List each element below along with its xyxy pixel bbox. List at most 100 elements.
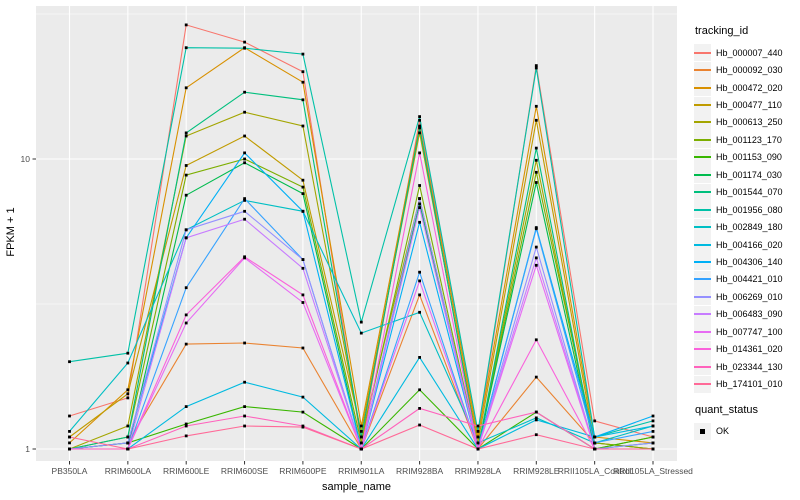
legend-color-line-icon (694, 69, 711, 72)
data-point (126, 392, 130, 396)
legend-item-label: Hb_004306_140 (716, 256, 783, 267)
data-point (359, 331, 363, 335)
data-point (243, 255, 246, 259)
data-point (243, 134, 246, 138)
data-point (418, 115, 421, 118)
data-point (184, 405, 188, 408)
data-point (184, 134, 188, 138)
x-tick-label: RRIM901LA (338, 466, 385, 476)
data-point (418, 184, 421, 187)
legend-key (694, 358, 711, 376)
data-point (184, 236, 188, 240)
legend-color-line-icon (694, 226, 711, 229)
x-tick-label: RRIM928LA (455, 466, 502, 476)
legend-color-line-icon (694, 138, 711, 141)
data-point (243, 217, 246, 221)
data-point (651, 435, 655, 439)
x-tick-label: RRIM600PE (279, 466, 327, 476)
data-point (184, 313, 188, 317)
legend-key (694, 375, 711, 393)
legend-color-line-icon (694, 121, 711, 124)
data-point (243, 414, 246, 418)
data-point (418, 151, 421, 155)
data-point (476, 424, 480, 428)
data-point (418, 126, 421, 130)
data-point (243, 157, 246, 161)
data-point (534, 338, 538, 342)
legend-item-Hb_002849_180: Hb_002849_180 (694, 218, 800, 236)
data-point (534, 64, 538, 67)
data-point (184, 86, 188, 90)
data-point (359, 435, 363, 439)
y-tick-label: 1 (25, 444, 30, 454)
data-point (418, 388, 421, 392)
legend-item-Hb_014361_020: Hb_014361_020 (694, 340, 800, 358)
data-point (126, 447, 130, 451)
data-point (534, 227, 538, 231)
x-tick-label: RRII105LA_Stressed (613, 466, 693, 476)
legend-key (694, 148, 711, 166)
legend-key (694, 253, 711, 271)
data-point (476, 430, 480, 433)
x-tick-label: RRII105LA_Control (558, 466, 632, 476)
x-tick-label: RRIM600LE (163, 466, 210, 476)
data-point (418, 202, 421, 206)
legend-color-line-icon (694, 295, 711, 298)
legend-item-Hb_006483_090: Hb_006483_090 (694, 305, 800, 323)
data-point (301, 410, 305, 414)
data-point (243, 341, 246, 345)
legend-color-line-icon (694, 156, 711, 159)
data-point (418, 131, 421, 135)
data-point (301, 80, 305, 84)
data-point (534, 263, 538, 267)
data-point (243, 151, 246, 155)
data-point (651, 447, 655, 451)
data-point (534, 158, 538, 162)
legend-item-Hb_000092_030: Hb_000092_030 (694, 61, 800, 79)
data-point (68, 447, 71, 451)
legend-item-label: Hb_000472_020 (716, 82, 783, 93)
data-point (534, 66, 538, 70)
data-point (184, 422, 188, 426)
data-point (534, 245, 538, 249)
legend-color-line-icon (694, 278, 711, 281)
data-point (243, 46, 246, 50)
data-point (184, 131, 188, 135)
legend-item-label: Hb_001544_070 (716, 187, 783, 198)
data-point (184, 424, 188, 428)
data-point (418, 279, 421, 283)
legend-key (694, 44, 711, 62)
legend-item-label: Hb_000477_110 (716, 100, 782, 111)
data-point (184, 173, 188, 177)
data-point (418, 124, 421, 128)
legend-panel: tracking_id Hb_000007_440 Hb_000092_030 Hb… (694, 25, 800, 440)
data-point (534, 181, 538, 184)
legend-item-label: Hb_000613_250 (716, 117, 783, 128)
legend-item-Hb_007747_100: Hb_007747_100 (694, 323, 800, 341)
data-point (301, 293, 305, 297)
x-tick-label: PB350LA (52, 466, 88, 476)
data-point (243, 405, 246, 408)
legend-color-line-icon (694, 86, 711, 89)
data-point (534, 375, 538, 379)
legend-key (694, 131, 711, 149)
legend-key (694, 201, 711, 219)
data-point (534, 104, 538, 108)
data-point (418, 118, 421, 122)
data-point (68, 435, 71, 439)
data-point (243, 199, 246, 202)
data-point (126, 388, 130, 392)
legend-item-label: Hb_004421_010 (716, 274, 783, 285)
legend-key (694, 183, 711, 201)
data-point (359, 441, 363, 445)
data-point (126, 424, 130, 428)
legend-key (694, 340, 711, 358)
data-point (534, 416, 538, 420)
legend-color-line-icon (694, 104, 711, 107)
x-tick-label: RRIM600LA (105, 466, 152, 476)
data-point (184, 342, 188, 346)
data-point (184, 434, 188, 438)
legend-color-line-icon (694, 383, 711, 386)
legend-key (694, 323, 711, 341)
legend-item-label: Hb_006269_010 (716, 291, 783, 302)
